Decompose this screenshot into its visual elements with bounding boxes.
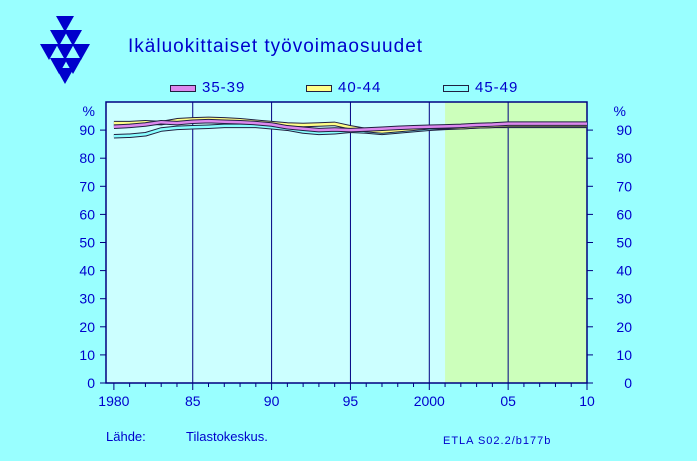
source-label: Lähde: <box>106 429 146 444</box>
x-tick-label: 85 <box>185 393 201 409</box>
y-tick-label-right: 50 <box>616 235 632 251</box>
legend-label: 45-49 <box>475 79 519 96</box>
legend-swatch <box>306 85 332 92</box>
legend-label: 35-39 <box>202 79 246 96</box>
x-tick-label: 95 <box>343 393 359 409</box>
y-tick-label-left: 0 <box>87 375 95 391</box>
legend-swatch <box>170 85 196 92</box>
chart-code: ETLA S02.2/b177b <box>443 435 552 447</box>
y-tick-label-right: 20 <box>616 319 632 335</box>
source-text: Tilastokeskus. <box>186 429 268 444</box>
y-tick-label-right: 70 <box>616 178 632 194</box>
y-tick-label-left: 20 <box>79 319 95 335</box>
y-tick-label-left: 60 <box>79 206 95 222</box>
y-tick-label-right: 80 <box>616 150 632 166</box>
x-tick-label: 2000 <box>414 393 445 409</box>
y-tick-label-right: 60 <box>616 206 632 222</box>
legend-swatch <box>443 85 469 92</box>
y-tick-label-left: 80 <box>79 150 95 166</box>
y-tick-label-left: 40 <box>79 263 95 279</box>
y-tick-label-left: 70 <box>79 178 95 194</box>
source-line: Lähde: Tilastokeskus. <box>106 429 268 444</box>
y-tick-label-left: 50 <box>79 235 95 251</box>
y-tick-label-right: 0 <box>624 375 632 391</box>
series-line-35-39 <box>113 119 587 132</box>
y-unit-label-left: % <box>83 103 95 119</box>
y-tick-label-left: 90 <box>79 122 95 138</box>
x-tick-label: 05 <box>500 393 516 409</box>
y-tick-label-right: 10 <box>616 347 632 363</box>
legend: 35-39 40-44 45-49 <box>0 79 697 99</box>
y-tick-label-right: 30 <box>616 291 632 307</box>
y-tick-label-left: 30 <box>79 291 95 307</box>
y-tick-label-right: 90 <box>616 122 632 138</box>
x-tick-label: 10 <box>579 393 595 409</box>
forecast-shading <box>445 102 587 383</box>
y-tick-label-left: 10 <box>79 347 95 363</box>
chart-title: Ikäluokittaiset työvoimaosuudet <box>128 36 424 57</box>
y-unit-label-right: % <box>614 103 626 119</box>
etla-logo <box>40 16 90 84</box>
legend-label: 40-44 <box>338 79 382 96</box>
x-tick-label: 90 <box>264 393 280 409</box>
x-tick-label: 1980 <box>98 393 129 409</box>
y-tick-label-right: 40 <box>616 263 632 279</box>
